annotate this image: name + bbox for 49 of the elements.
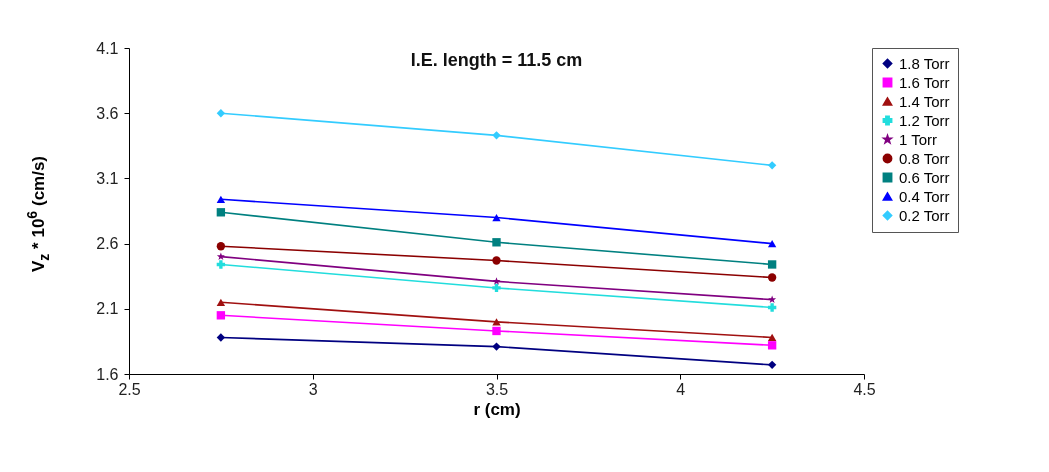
point [767, 333, 777, 342]
x-tick-label: 2.5 [118, 380, 141, 398]
point [492, 256, 501, 265]
point [216, 298, 226, 306]
point [492, 238, 501, 247]
point [492, 342, 501, 351]
y-tick-label: 1.6 [96, 365, 119, 383]
point [492, 131, 501, 140]
legend-label: 1.2 Torr [899, 111, 950, 129]
legend-label: 0.8 Torr [899, 149, 950, 167]
x-tick-label: 4 [676, 380, 686, 398]
point [216, 252, 225, 261]
y-tick-label: 2.1 [96, 300, 119, 318]
point [768, 295, 777, 304]
legend-label: 0.2 Torr [899, 206, 950, 224]
point [216, 333, 226, 342]
chart-title: I.E. length = 11.5 cm [410, 50, 583, 70]
point [767, 341, 777, 350]
point [216, 195, 226, 203]
legend-label: 0.4 Torr [899, 187, 950, 205]
point [216, 311, 226, 320]
legend-label: 1.4 Torr [899, 92, 950, 110]
point [216, 208, 226, 217]
point [492, 277, 501, 285]
legend-label: 1.8 Torr [899, 54, 950, 72]
point [492, 213, 501, 222]
y-tick-label: 2.6 [96, 235, 119, 253]
point [216, 242, 226, 251]
point [492, 283, 501, 293]
point [216, 109, 226, 118]
point [767, 161, 777, 170]
x-tick-label: 3.5 [485, 380, 509, 398]
point [767, 260, 777, 269]
x-tick-label: 4.5 [853, 380, 876, 398]
point [492, 318, 501, 326]
point [216, 260, 226, 269]
y-tick-label: 4.1 [96, 39, 119, 57]
x-tick-label: 3 [308, 380, 318, 398]
y-tick-label: 3.1 [96, 169, 119, 187]
point [767, 303, 777, 312]
point [767, 239, 777, 248]
point [492, 326, 501, 336]
y-tick-label: 3.6 [96, 104, 119, 122]
point [767, 360, 777, 370]
legend-label: 0.6 Torr [899, 168, 950, 186]
point [767, 273, 777, 282]
legend-label: 1.6 Torr [899, 73, 950, 91]
legend-label: 1 Torr [899, 130, 938, 148]
x-axis-title: r (cm) [473, 399, 521, 419]
